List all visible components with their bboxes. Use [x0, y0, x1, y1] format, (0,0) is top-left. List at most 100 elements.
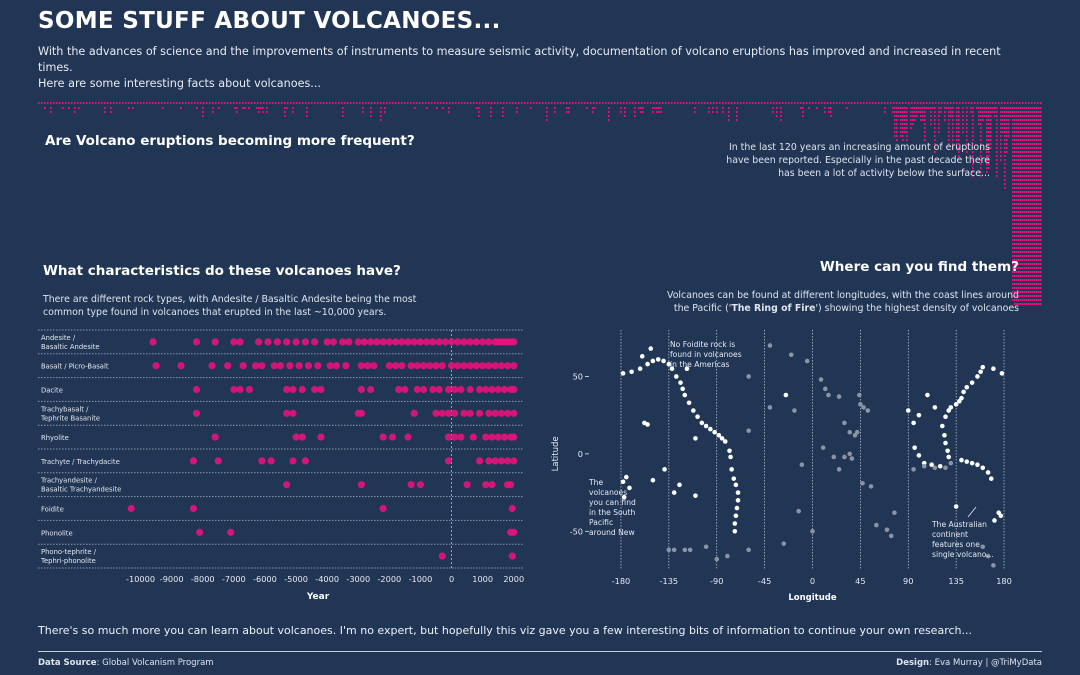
eruption-dot: [1018, 191, 1020, 193]
eruption-dot: [1026, 111, 1028, 113]
frequency-annotation: In the last 120 years an increasing amou…: [726, 141, 990, 180]
eruption-dot: [1022, 147, 1024, 149]
eruption-dot: [1036, 203, 1038, 205]
eruption-dot: [956, 131, 958, 133]
eruption-dot: [1024, 131, 1026, 133]
volcano-dot: [948, 460, 954, 466]
eruption-dot: [900, 111, 902, 113]
eruption-dot: [1032, 191, 1034, 193]
rock-eruption-dot: [491, 409, 499, 417]
eruption-dot: [1034, 119, 1036, 121]
eruption-dot: [966, 107, 968, 109]
eruption-dot: [1022, 263, 1024, 265]
x-tick-label: 2000: [503, 574, 524, 584]
eruption-dot: [948, 127, 950, 129]
eruption-dot: [1012, 171, 1014, 173]
x-tick-label: -5000: [284, 574, 308, 584]
volcano-dot: [682, 547, 688, 553]
eruption-dot: [902, 111, 904, 113]
eruption-dot: [1016, 283, 1018, 285]
eruption-dot: [1016, 219, 1018, 221]
eruption-dot: [1040, 191, 1042, 193]
eruption-dot: [362, 107, 364, 109]
eruption-dot: [1040, 139, 1042, 141]
eruption-dot: [1028, 231, 1030, 233]
eruption-dot: [1036, 275, 1038, 277]
eruption-dot: [266, 111, 268, 113]
eruption-dot: [1018, 219, 1020, 221]
eruption-dot: [1024, 183, 1026, 185]
eruption-dot: [1018, 119, 1020, 121]
eruption-dot: [980, 107, 982, 109]
eruption-dot: [986, 127, 988, 129]
eruption-dot: [1026, 215, 1028, 217]
eruption-dot: [1004, 147, 1006, 149]
eruption-dot: [1020, 195, 1022, 197]
eruption-dot: [1020, 299, 1022, 301]
x-tick-label: -10000: [126, 574, 155, 584]
eruption-dot: [1038, 283, 1040, 285]
eruption-dot: [980, 163, 982, 165]
eruption-dot: [1030, 299, 1032, 301]
rock-eruption-dot: [329, 338, 337, 346]
eruption-dot: [236, 111, 238, 113]
frequency-dot-columns: [38, 102, 1042, 305]
volcano-dot: [942, 432, 947, 438]
eruption-dot: [1014, 283, 1016, 285]
eruption-dot: [902, 119, 904, 121]
eruption-dot: [906, 115, 908, 117]
rock-eruption-dot: [236, 338, 244, 346]
eruption-dot: [624, 111, 626, 113]
eruption-dot: [980, 115, 982, 117]
eruption-dot: [1018, 211, 1020, 213]
volcano-dot: [937, 463, 943, 469]
rock-eruption-dot: [255, 338, 263, 346]
eruption-dot: [986, 123, 988, 125]
volcano-dot: [732, 528, 738, 534]
eruption-dot: [1024, 195, 1026, 197]
eruption-dot: [1016, 303, 1018, 305]
eruption-dot: [1014, 143, 1016, 145]
eruption-dot: [1016, 175, 1018, 177]
rock-eruption-dot: [466, 385, 474, 394]
eruption-dot: [894, 135, 896, 137]
eruption-dot: [884, 111, 886, 113]
eruption-dot: [988, 139, 990, 141]
volcano-dot: [620, 371, 626, 376]
eruption-dot: [952, 131, 954, 133]
eruption-dot: [1020, 255, 1022, 257]
eruption-dot: [1018, 207, 1020, 209]
eruption-dot: [1024, 259, 1026, 261]
eruption-dot: [1018, 167, 1020, 169]
eruption-dot: [286, 107, 288, 109]
eruption-dot: [1032, 199, 1034, 201]
eruption-dot: [938, 123, 940, 125]
eruption-dot: [896, 127, 898, 129]
eruption-dot: [1032, 135, 1034, 137]
eruption-dot: [1020, 251, 1022, 253]
eruption-dot: [910, 107, 912, 109]
volcano-dot: [792, 408, 797, 413]
eruption-dot: [1034, 271, 1036, 273]
eruption-dot: [986, 143, 988, 145]
volcano-dot: [714, 556, 720, 562]
volcano-dot: [810, 528, 815, 534]
eruption-dot: [914, 119, 916, 121]
eruption-dot: [1014, 299, 1016, 301]
eruption-dot: [1028, 143, 1030, 145]
map-description-line: Volcanoes can be found at different long…: [667, 290, 1019, 301]
rock-eruption-dot: [311, 338, 319, 346]
rock-eruption-dot: [252, 362, 260, 370]
eruption-dot: [44, 107, 46, 109]
eruption-dot: [1022, 299, 1024, 301]
volcano-dot: [940, 423, 945, 429]
x-tick-label: 45: [855, 576, 865, 586]
eruption-dot: [1016, 111, 1018, 113]
eruption-dot: [1006, 127, 1008, 129]
rock-eruption-dot: [419, 362, 428, 370]
eruption-dot: [1030, 207, 1032, 209]
volcano-dot: [847, 451, 853, 457]
eruption-dot: [1012, 195, 1014, 197]
eruption-dot: [1012, 167, 1014, 169]
eruption-dot: [1004, 135, 1006, 137]
